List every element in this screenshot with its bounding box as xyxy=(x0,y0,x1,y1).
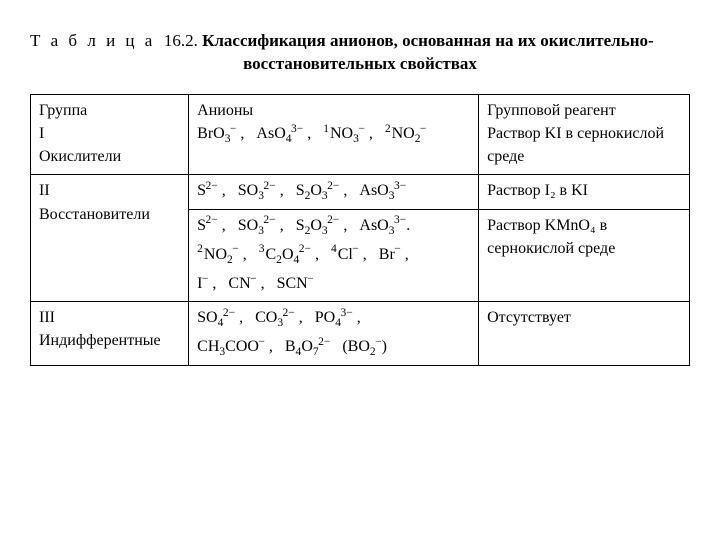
group-name: Окислители xyxy=(39,145,180,168)
reagent-cell: Отсутствует xyxy=(479,302,690,365)
reagent-cell: Раствор KMnO₄ в сернокислой среде xyxy=(479,209,690,302)
reagent-text: Раствор KMnO₄ в сернокислой среде xyxy=(487,214,681,260)
group-number: I xyxy=(39,122,180,145)
anion-table: Группа I Окислители Анионы BrO3− , AsO43… xyxy=(30,94,690,366)
anion-list: SO42− , CO32− , PO43− , xyxy=(197,306,470,329)
anions-cell: SO42− , CO32− , PO43− , CH3COO− , B4O72−… xyxy=(189,302,479,365)
anion-list: S2− , SO32− , S2O32− , AsO33−. xyxy=(197,214,470,237)
anion-list: CH3COO− , B4O72− (BO2−) xyxy=(197,335,470,358)
anions-cell: S2− , SO32− , S2O32− , AsO33−. 2NO2− , 3… xyxy=(189,209,479,302)
group-cell: III Индифферентные xyxy=(31,302,189,365)
group-name: Индифферентные xyxy=(39,329,180,352)
table-row: II Восстановители S2− , SO32− , S2O32− ,… xyxy=(31,175,690,209)
anions-cell: Анионы BrO3− , AsO43− , 1NO3− , 2NO2− xyxy=(189,94,479,175)
anion-list: BrO3− , AsO43− , 1NO3− , 2NO2− xyxy=(197,122,470,145)
caption-main-2: восстановительных свойствах xyxy=(243,54,477,73)
reagent-text: Раствор I₂ в KI xyxy=(487,179,681,202)
caption-prefix: Т а б л и ц а xyxy=(30,31,155,50)
group-name: Восстановители xyxy=(39,203,180,226)
reagent-cell: Раствор I₂ в KI xyxy=(479,175,690,209)
group-cell: Группа I Окислители xyxy=(31,94,189,175)
col-header: Групповой реагент xyxy=(487,99,681,122)
reagent-text: Отсутствует xyxy=(487,306,681,329)
col-header: Группа xyxy=(39,99,180,122)
col-header: Анионы xyxy=(197,99,470,122)
anion-list: 2NO2− , 3C2O42− , 4Cl− , Br− , xyxy=(197,243,470,266)
group-number: II xyxy=(39,179,180,202)
group-number: III xyxy=(39,306,180,329)
caption-main-1: Классификация анионов, основанная на их … xyxy=(202,31,654,50)
reagent-text: Раствор KI в сернокислой среде xyxy=(487,122,681,168)
reagent-cell: Групповой реагент Раствор KI в сернокисл… xyxy=(479,94,690,175)
table-row: III Индифферентные SO42− , CO32− , PO43−… xyxy=(31,302,690,365)
anions-cell: S2− , SO32− , S2O32− , AsO33− xyxy=(189,175,479,209)
anion-list: I− , CN− , SCN− xyxy=(197,272,470,295)
table-row: Группа I Окислители Анионы BrO3− , AsO43… xyxy=(31,94,690,175)
anion-list: S2− , SO32− , S2O32− , AsO33− xyxy=(197,179,470,202)
table-caption: Т а б л и ц а 16.2. Классификация анионо… xyxy=(30,30,690,76)
caption-number: 16.2. xyxy=(164,31,198,50)
group-cell: II Восстановители xyxy=(31,175,189,302)
